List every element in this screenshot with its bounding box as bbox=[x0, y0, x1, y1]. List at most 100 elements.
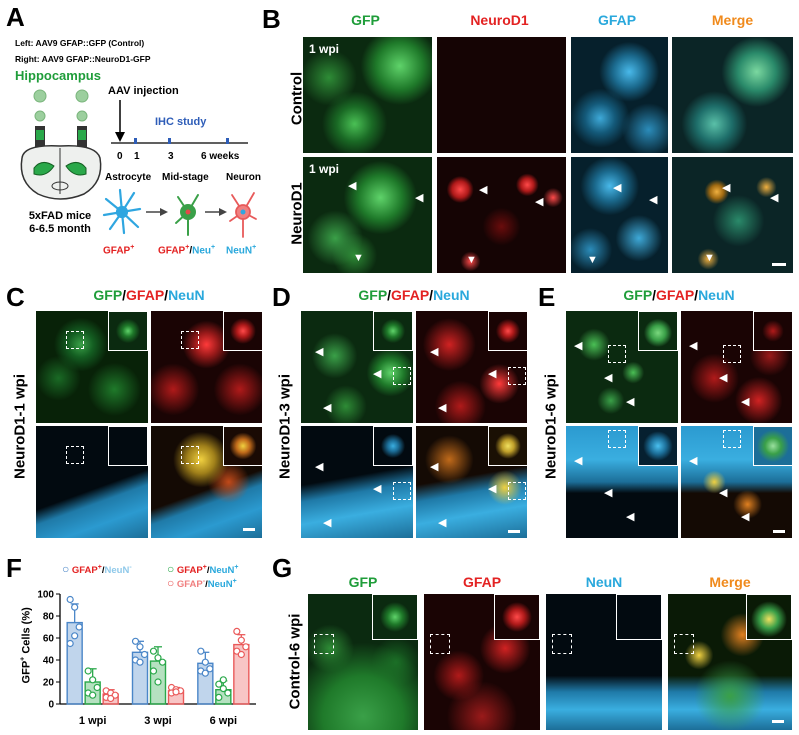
b-neurod1-gfp-image: 1 wpi ◀ ◀ ▼ bbox=[303, 157, 432, 273]
d-header-slash: / bbox=[387, 287, 392, 303]
arrow-icon: ◀ bbox=[488, 368, 497, 380]
arrow-icon: ◀ bbox=[323, 517, 332, 529]
c-header: GFP/GFAP/NeuN bbox=[36, 287, 262, 303]
panel-label-b: B bbox=[262, 4, 281, 34]
arrowhead-icon: ◀ bbox=[649, 194, 658, 206]
b-neurod1-neurod1-image: ◀ ◀ ▼ bbox=[437, 157, 566, 273]
e-header: GFP/GFAP/NeuN bbox=[566, 287, 792, 303]
e-zoom-inset bbox=[753, 426, 792, 466]
c-header-gfap: GFAP bbox=[126, 287, 165, 303]
data-point bbox=[149, 667, 158, 675]
legend-marker-circle-icon: ○ bbox=[62, 562, 70, 577]
b-col-gfap: GFAP bbox=[597, 12, 637, 28]
marker-astrocyte: GFAP+ bbox=[103, 244, 134, 256]
data-point bbox=[136, 643, 144, 651]
data-point bbox=[136, 658, 144, 666]
b-neurod1-merge-image: ◀ ◀ ▼ bbox=[672, 157, 793, 273]
d-neun-image: ◀ ◀ ◀ bbox=[301, 426, 413, 538]
legend-item: ○ GFAP-/NeuN+ bbox=[167, 576, 237, 591]
arrow-icon: ◀ bbox=[430, 346, 439, 358]
marker-mid-neu-sup: + bbox=[211, 244, 216, 251]
d-zoom-inset bbox=[488, 426, 527, 466]
data-point bbox=[219, 684, 227, 693]
legend-text: NeuN bbox=[209, 565, 235, 577]
g-col-neun: NeuN bbox=[585, 574, 623, 590]
c-zoom-inset bbox=[223, 426, 262, 466]
legend-text: GFAP bbox=[71, 565, 98, 577]
data-point bbox=[237, 636, 245, 644]
panel-label-g: G bbox=[272, 553, 293, 583]
y-tick-label: 40 bbox=[43, 656, 55, 667]
stage-astrocyte: Astrocyte bbox=[105, 172, 152, 183]
d-zoom-inset bbox=[373, 311, 413, 351]
arrowhead-icon: ◀ bbox=[722, 182, 731, 194]
legend-text: GFAP bbox=[176, 579, 203, 591]
b-control-neurod1-image bbox=[437, 37, 566, 153]
arrowhead-icon: ◀ bbox=[626, 396, 635, 408]
c-header-neun: NeuN bbox=[168, 287, 205, 303]
b-control-gfp-image: 1 wpi bbox=[303, 37, 432, 153]
data-point bbox=[197, 647, 205, 655]
data-point bbox=[201, 658, 209, 666]
panel-label-d: D bbox=[272, 282, 291, 312]
arrowhead-icon: ◀ bbox=[479, 184, 488, 196]
brain-schematic-icon bbox=[20, 89, 102, 200]
arrowhead-icon: ◀ bbox=[604, 372, 613, 384]
arrowhead-icon: ◀ bbox=[689, 340, 698, 352]
g-roi-box bbox=[314, 634, 334, 654]
d-gfap-image: ◀ ◀ ◀ bbox=[416, 311, 527, 423]
neuron-icon bbox=[229, 192, 257, 238]
marker-gfap-sup: + bbox=[130, 244, 135, 251]
panel-label-c: C bbox=[6, 282, 25, 312]
d-header: GFP/GFAP/NeuN bbox=[301, 287, 527, 303]
arrowhead-icon: ◀ bbox=[719, 487, 728, 499]
y-tick-label: 20 bbox=[43, 678, 55, 689]
c-roi-box bbox=[181, 331, 199, 349]
data-point bbox=[66, 639, 74, 648]
marker-slash: / bbox=[189, 245, 193, 257]
d-row-label: NeuroD1-3 wpi bbox=[276, 374, 294, 480]
g-col-merge: Merge bbox=[709, 574, 751, 590]
conversion-diagram bbox=[102, 188, 257, 238]
y-tick-label: 60 bbox=[43, 634, 55, 645]
data-point bbox=[154, 678, 162, 686]
scale-bar bbox=[508, 530, 520, 533]
scale-bar bbox=[772, 263, 786, 266]
y-tick-label: 0 bbox=[48, 700, 54, 711]
data-point bbox=[242, 643, 250, 651]
d-header-gfap: GFAP bbox=[391, 287, 430, 303]
g-neun-image bbox=[546, 594, 662, 730]
marker-mid-gfap-sup: + bbox=[185, 244, 190, 251]
c-row-label: NeuroD1-1 wpi bbox=[11, 374, 29, 480]
f-bar-chart: 0 20 40 60 80 100 1 wpi 3 wpi 6 wpi bbox=[37, 590, 256, 727]
data-point bbox=[201, 669, 209, 677]
d-roi-box bbox=[508, 367, 526, 385]
c-zoom-inset bbox=[108, 426, 148, 466]
b-control-merge-image bbox=[672, 37, 793, 153]
arrowhead-icon: ◀ bbox=[626, 511, 635, 523]
mice-line-2: 6-6.5 month bbox=[29, 223, 91, 235]
data-point bbox=[84, 667, 92, 675]
data-point bbox=[154, 654, 162, 662]
arrow-icon: ◀ bbox=[315, 461, 324, 473]
x-tick-label: 6 wpi bbox=[210, 715, 238, 727]
data-point bbox=[89, 676, 97, 684]
arrow-icon: ◀ bbox=[373, 483, 382, 495]
timeline-tick-1: 1 bbox=[134, 151, 140, 162]
e-row-label: NeuroD1-6 wpi bbox=[542, 374, 560, 480]
b-neurod1-gfap-image: ◀ ◀ ▼ bbox=[571, 157, 668, 273]
c-header-slash-2: / bbox=[164, 287, 169, 303]
mid-stage-cell-icon bbox=[175, 194, 199, 236]
legend-item: ○ GFAP+/NeuN- bbox=[62, 562, 132, 577]
arrowhead-icon: ▼ bbox=[353, 252, 364, 264]
arrowhead-icon: ◀ bbox=[348, 180, 357, 192]
e-roi-box bbox=[723, 430, 741, 448]
marker-neun: NeuN bbox=[226, 245, 253, 257]
legend-sup: + bbox=[232, 578, 237, 585]
data-point bbox=[93, 683, 101, 692]
c-zoom-inset bbox=[223, 311, 262, 351]
data-point bbox=[75, 623, 83, 631]
g-col-gfp: GFP bbox=[348, 574, 378, 590]
c-neun-image bbox=[36, 426, 148, 538]
astrocyte-icon bbox=[102, 188, 142, 235]
